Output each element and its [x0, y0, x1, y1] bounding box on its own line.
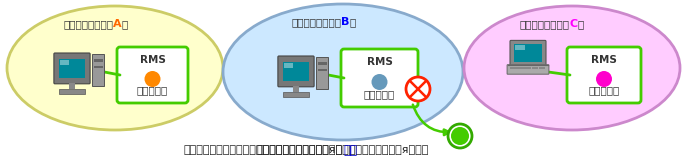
Bar	[318, 62, 327, 65]
Text: ライセンス: ライセンス	[589, 85, 619, 95]
Text: 異なるコンピューターのライセンスは登録できなя: 異なるコンピューターのライセンスは登録できなя	[184, 145, 343, 155]
Circle shape	[451, 127, 469, 145]
Bar	[283, 92, 309, 97]
Bar	[92, 54, 104, 86]
Circle shape	[406, 77, 430, 101]
FancyArrowPatch shape	[413, 105, 449, 135]
Text: RMS: RMS	[366, 57, 392, 67]
Bar	[517, 67, 523, 69]
Text: コンピューター（: コンピューター（	[291, 17, 341, 27]
Ellipse shape	[7, 6, 223, 130]
Circle shape	[145, 71, 161, 87]
Text: C: C	[570, 19, 578, 29]
Ellipse shape	[464, 6, 680, 130]
Circle shape	[448, 124, 472, 148]
Bar	[539, 67, 545, 69]
FancyBboxPatch shape	[278, 56, 314, 87]
Bar	[60, 58, 84, 78]
Bar	[510, 67, 517, 69]
Bar	[285, 62, 293, 68]
Bar	[532, 67, 538, 69]
Bar	[524, 67, 531, 69]
FancyBboxPatch shape	[117, 47, 188, 103]
FancyBboxPatch shape	[510, 40, 546, 66]
Text: ライセンス: ライセンス	[364, 89, 395, 99]
Bar	[515, 45, 525, 50]
Ellipse shape	[223, 4, 463, 140]
Text: RMS: RMS	[139, 55, 165, 65]
Text: A: A	[113, 19, 121, 29]
Bar	[93, 59, 103, 62]
Text: コンピューター（: コンピューター（	[63, 19, 113, 29]
Text: B: B	[341, 17, 349, 27]
Text: 異なるコンピューターのライセンスは登録できなя　！！: 異なるコンピューターのライセンスは登録できなя ！！	[257, 145, 429, 155]
Bar	[514, 44, 542, 62]
FancyBboxPatch shape	[54, 53, 90, 84]
FancyBboxPatch shape	[507, 65, 549, 74]
Bar	[316, 57, 329, 89]
Bar	[60, 60, 69, 65]
Circle shape	[372, 74, 388, 90]
Text: ）: ）	[578, 19, 584, 29]
Text: コンピューター（: コンピューター（	[520, 19, 570, 29]
Text: ライセンス: ライセンス	[137, 85, 168, 95]
Bar	[69, 83, 75, 89]
Text: ！！: ！！	[343, 143, 357, 156]
Bar	[283, 62, 309, 81]
FancyBboxPatch shape	[341, 49, 418, 107]
Bar	[294, 86, 298, 92]
Circle shape	[596, 71, 612, 87]
Bar	[93, 66, 103, 68]
Bar	[60, 89, 84, 94]
FancyBboxPatch shape	[567, 47, 641, 103]
Text: RMS: RMS	[591, 55, 617, 65]
Bar	[318, 69, 327, 71]
Text: ）: ）	[349, 17, 355, 27]
Text: ）: ）	[121, 19, 127, 29]
